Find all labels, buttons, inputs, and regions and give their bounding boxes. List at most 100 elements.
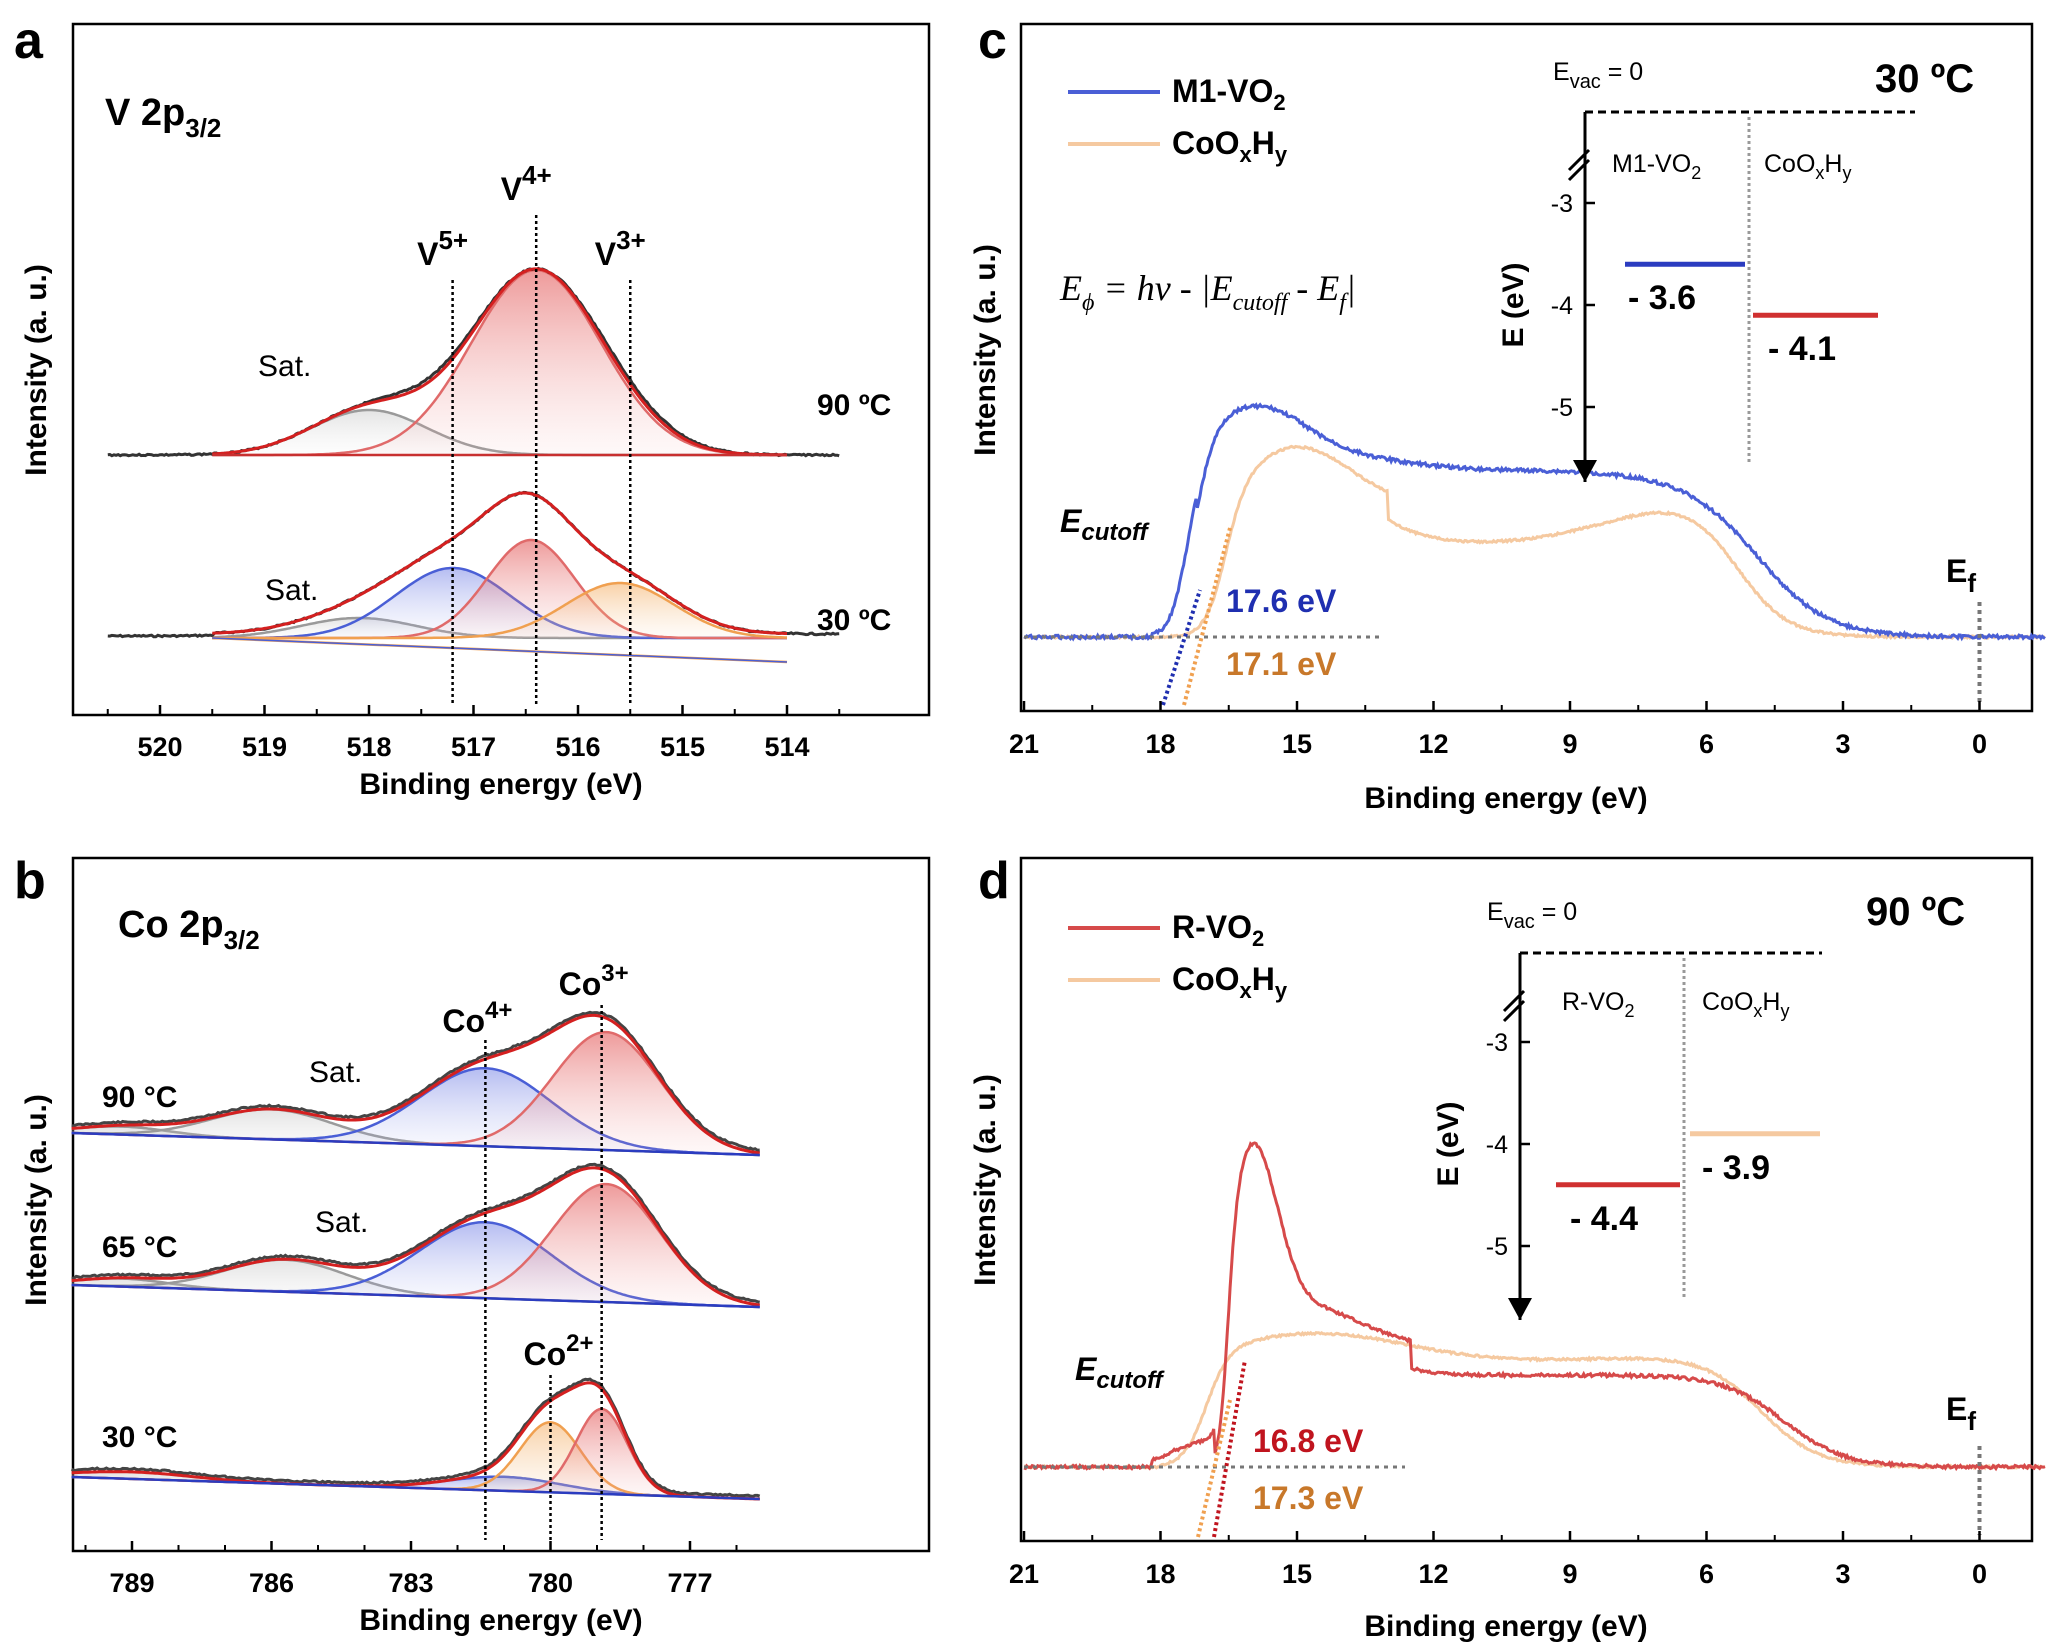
x-tick-label: 520 (137, 732, 182, 762)
panel-c-label: c (978, 12, 1007, 70)
peak-label: V4+ (501, 160, 552, 207)
panel-b-sat-2: Sat. (315, 1206, 368, 1239)
b65-data (71, 1162, 760, 1304)
peak-label-name: Co (559, 966, 602, 1002)
inset-evac-main: E (1553, 58, 1570, 86)
peak-label: Co4+ (442, 997, 512, 1039)
panel-b: b Co 2p3/2 789 786 783 780 777 Binding energ… (14, 852, 931, 1637)
peak-label-name: Co (523, 1336, 566, 1372)
peak-label-sup: 3+ (616, 225, 646, 255)
inset-col2-main: CoO (1702, 988, 1753, 1016)
x-tick-label: 517 (451, 732, 496, 762)
panel-d-legend: R-VO2 CoOxHy (1068, 909, 1288, 1003)
panel-c-ylabel: Intensity (a. u.) (969, 244, 1002, 456)
panel-c-cutoff-value-2: 17.1 eV (1226, 646, 1337, 682)
inset-break-1 (1567, 148, 1591, 172)
inset-ytick-label: -5 (1486, 1233, 1508, 1261)
legend-entry: R-VO2 (1172, 909, 1264, 951)
b65-comp-fill (71, 1184, 760, 1307)
inset-level-2-value: - 3.9 (1702, 1149, 1770, 1187)
panel-a-peak-labels: V5+V4+V3+ (417, 160, 646, 705)
c-series-1 (1023, 402, 2046, 642)
panel-d-spectra (1023, 1141, 2046, 1538)
x-tick-label: 518 (346, 732, 391, 762)
inset-level-1-value: - 4.4 (1570, 1200, 1638, 1238)
panel-b-xlabel: Binding energy (eV) (359, 1604, 642, 1637)
panel-d-cutoff-label: Ecutoff (1075, 1351, 1165, 1394)
x-tick-label: 9 (1562, 1559, 1577, 1589)
b90-comp-fill (71, 1032, 760, 1155)
d-series-1 (1023, 1141, 2046, 1472)
b30-baseline (71, 1475, 760, 1501)
inset-ytick-label: -3 (1486, 1029, 1508, 1057)
legend-sub: x (1240, 978, 1253, 1003)
panel-a-temp-upper: 90 ºC (817, 389, 891, 422)
panel-b-temp-30: 30 °C (102, 1421, 177, 1454)
inset-col2-sub2: y (1842, 163, 1851, 183)
peak-label: Co3+ (559, 960, 629, 1002)
peak-label-sup: 4+ (485, 997, 512, 1024)
panel-a-sat-upper: Sat. (258, 350, 311, 383)
legend-sub: 2 (1252, 926, 1264, 951)
panel-d: d 21 18 15 12 9 6 3 0 Binding energy (eV) Inten… (969, 852, 2046, 1643)
inset-col1-label: M1-VO2 (1612, 150, 1701, 183)
panel-c-xlabel: Binding energy (eV) (1364, 782, 1647, 815)
x-tick-label: 12 (1418, 1559, 1448, 1589)
x-tick-label: 3 (1835, 729, 1850, 759)
panel-c-cutoff-label: Ecutoff (1060, 503, 1150, 546)
legend-main2: H (1252, 125, 1275, 161)
inset-ylabel: E (eV) (1497, 262, 1530, 347)
x-tick-label: 6 (1699, 1559, 1714, 1589)
inset-col2-sub: x (1753, 1001, 1762, 1021)
b90-fit (71, 1013, 760, 1155)
x-tick-label: 3 (1835, 1559, 1850, 1589)
legend-sub2: y (1275, 978, 1288, 1003)
inset-col2-sub: x (1815, 163, 1824, 183)
inset-col2-label: CoOxHy (1764, 150, 1851, 183)
panel-d-frame (1019, 856, 2034, 1543)
panel-c-temperature: 30 ºC (1875, 57, 1974, 101)
x-tick-label: 514 (764, 732, 809, 762)
peak-label-name: Co (442, 1003, 485, 1039)
panel-d-inset: Evac = 0 -3 -4 -5 E (eV) R-VO2 CoOxHy - 4.4 - 3.… (1432, 898, 1822, 1320)
legend-main2: H (1252, 961, 1275, 997)
panel-c-xticks: 21 18 15 12 9 6 3 0 (1009, 701, 1987, 759)
panel-c-legend: M1-VO2 CoOxHy (1068, 73, 1288, 167)
inset-evac-main: E (1487, 898, 1504, 926)
inset-col1-label: R-VO2 (1562, 988, 1635, 1021)
b30-fit (71, 1381, 760, 1501)
panel-b-label: b (14, 852, 46, 910)
inset-evac-sub: vac (1504, 911, 1535, 933)
peak-label: Co2+ (523, 1330, 593, 1372)
inset-ytick-label: -4 (1551, 292, 1573, 320)
inset-col2-sub2: y (1780, 1001, 1789, 1021)
inset-evac-label: Evac = 0 (1487, 898, 1577, 933)
inset-arrow (1573, 460, 1597, 482)
b30-comp-fill (71, 1408, 760, 1499)
a30-v3-line (212, 581, 787, 640)
peak-label-sup: 2+ (566, 1330, 593, 1357)
x-tick-label: 0 (1972, 1559, 1987, 1589)
legend-entry: CoOxHy (1172, 961, 1288, 1003)
c-series-2 (1023, 444, 2046, 641)
x-tick-label: 515 (660, 732, 705, 762)
x-tick-label: 516 (555, 732, 600, 762)
b65-baseline (71, 1283, 760, 1309)
legend-main: CoO (1172, 961, 1240, 997)
panel-d-xlabel: Binding energy (eV) (1364, 1610, 1647, 1643)
legend-entry: M1-VO2 (1172, 73, 1286, 115)
legend-main: CoO (1172, 125, 1240, 161)
panel-b-title: Co 2p3/2 (118, 904, 260, 955)
a30-fit (212, 491, 787, 635)
panel-a-spectra (107, 266, 840, 664)
inset-evac-tail: = 0 (1535, 898, 1577, 926)
x-tick-label: 21 (1009, 729, 1039, 759)
b30-data (70, 1377, 761, 1498)
inset-evac-label: Evac = 0 (1553, 58, 1643, 93)
panel-d-ylabel: Intensity (a. u.) (969, 1074, 1002, 1286)
b90-baseline (71, 1131, 760, 1157)
x-tick-label: 18 (1145, 1559, 1175, 1589)
x-tick-label: 12 (1418, 729, 1448, 759)
x-tick-label: 9 (1562, 729, 1577, 759)
x-tick-label: 777 (667, 1568, 712, 1598)
